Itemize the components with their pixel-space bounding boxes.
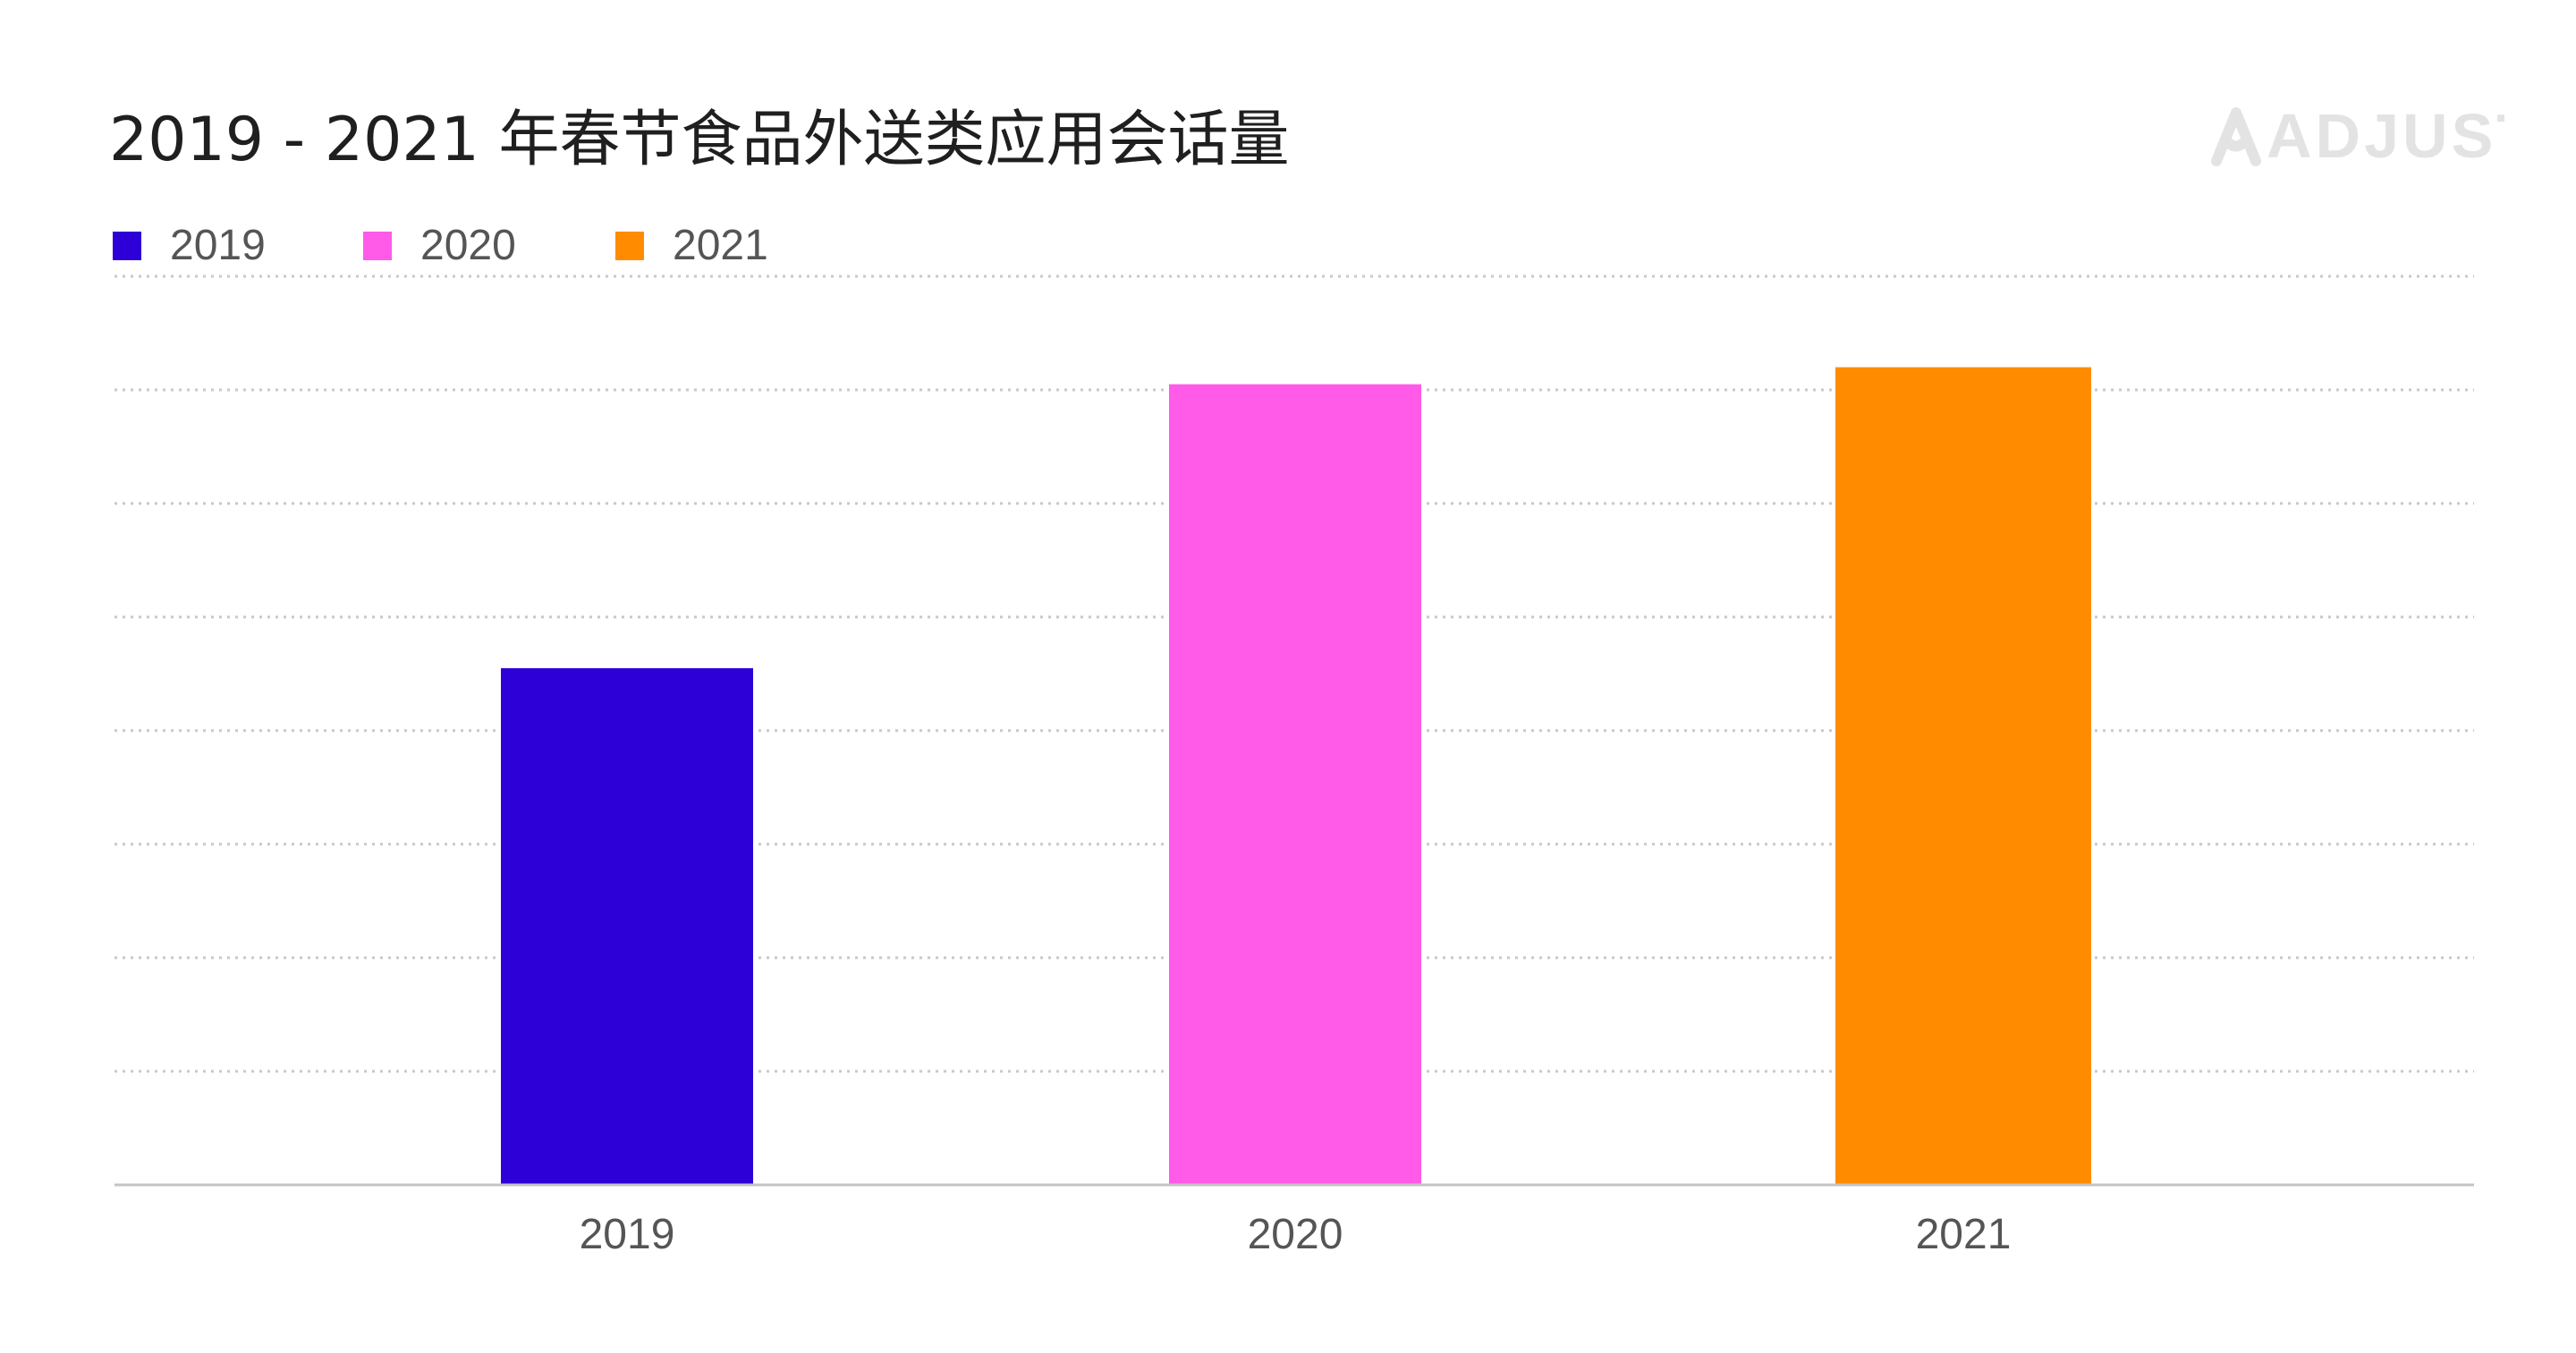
- legend-swatch-2020: [363, 232, 392, 260]
- legend-label-2021: 2021: [673, 222, 768, 269]
- x-tick-label-2021: 2021: [1916, 1211, 2012, 1258]
- chart-title: 2019 - 2021 年春节食品外送类应用会话量: [109, 105, 1290, 175]
- legend-label-2020: 2020: [420, 222, 516, 269]
- legend-swatch-2019: [113, 232, 141, 260]
- bar-2021: [1835, 367, 2091, 1185]
- bar-2019: [501, 668, 753, 1185]
- brand-name: ADJUST: [2267, 101, 2504, 171]
- x-tick-label-2020: 2020: [1248, 1211, 1343, 1258]
- bar-2020: [1169, 384, 1421, 1185]
- adjust-logo-icon: ADJUST: [2211, 101, 2504, 171]
- legend-label-2019: 2019: [170, 222, 266, 269]
- x-tick-label-2019: 2019: [580, 1211, 675, 1258]
- legend-swatch-2021: [615, 232, 644, 260]
